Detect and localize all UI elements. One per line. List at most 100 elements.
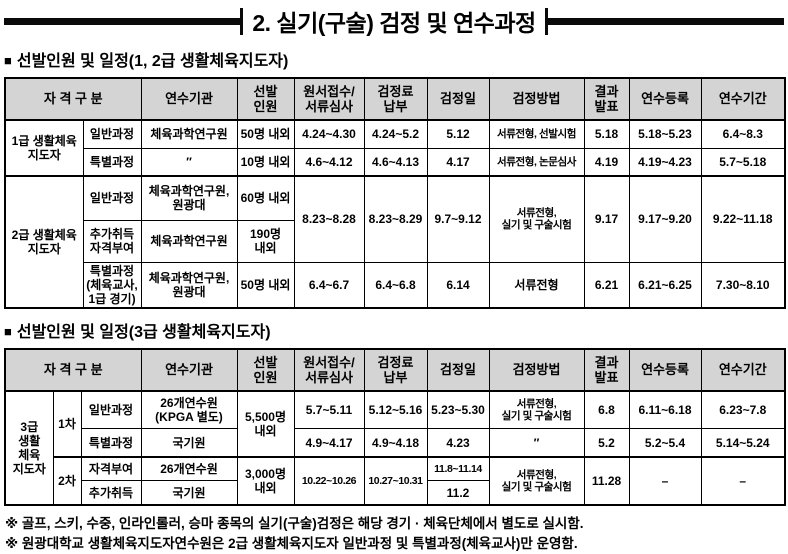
cell-selection: 5,500명 내외 (236, 390, 295, 458)
section1-heading-text: 선발인원 및 일정(1, 2급 생활체육지도자) (16, 53, 289, 70)
cell-institution: 국기원 (140, 428, 238, 458)
cell-selection: 190명 내외 (236, 219, 295, 263)
cell-course: 추가취득 (80, 480, 142, 506)
page-title: 2. 실기(구술) 검정 및 연수과정 (252, 10, 536, 36)
header-period: 연수기간 (700, 347, 786, 392)
cell-registration: 5.18~5.23 (628, 119, 702, 149)
header-application: 원서접수/ 서류심사 (293, 77, 365, 121)
cell-exam-method: 서류전형, 논문심사 (488, 147, 585, 177)
header-qualification: 자 격 구 분 (4, 77, 142, 121)
page-title-banner: 2. 실기(구술) 검정 및 연수과정 (4, 4, 785, 38)
cell-registration: 6.21~6.25 (628, 261, 702, 309)
cell-fee: 5.12~5.16 (363, 390, 428, 430)
cell-exam-date: 5.12 (426, 119, 490, 149)
cell-period: 5.7~5.18 (700, 147, 786, 177)
cell-selection: 50명 내외 (236, 119, 295, 149)
header-result: 결과 발표 (583, 347, 630, 392)
cell-phase: 2차 (52, 455, 82, 506)
cell-course: 일반과정 (82, 175, 142, 221)
cell-fee: 10.27~10.31 (363, 455, 428, 506)
cell-period: 9.22~11.18 (700, 175, 786, 263)
cell-result: 9.17 (583, 175, 630, 263)
title-left-cap (240, 7, 244, 35)
cell-registration: 4.19~4.23 (628, 147, 702, 177)
table-row: 2급 생활체육 지도자 일반과정 체육과학연구원, 원광대 60명 내외 8.2… (4, 175, 786, 309)
header-period: 연수기간 (700, 77, 786, 121)
header-registration: 연수등록 (628, 77, 702, 121)
cell-result: 4.19 (583, 147, 630, 177)
cell-level: 2급 생활체육 지도자 (4, 175, 84, 309)
cell-course: 특별과정 (80, 428, 142, 458)
cell-course: 특별과정 (체육교사, 1급 경기) (82, 261, 142, 309)
cell-period: 7.30~8.10 (700, 261, 786, 309)
cell-registration: 6.11~6.18 (628, 390, 702, 430)
table-row: 2차 자격부여 26개연수원 3,000명 내외 10.22~10.26 10.… (5, 455, 786, 506)
section2-heading: ■ 선발인원 및 일정(3급 생활체육지도자) (4, 318, 784, 342)
cell-institution: 26개연수원 (KPGA 별도) (140, 390, 238, 430)
cell-exam-date: 11.2 (426, 480, 490, 506)
cell-course: 일반과정 (82, 119, 142, 149)
cell-period: 6.4~8.3 (700, 119, 786, 149)
footnotes: ※ 골프, 스키, 수중, 인라인롤러, 승마 종목의 실기(구술)검정은 해당… (5, 514, 784, 554)
note-1: ※ 골프, 스키, 수중, 인라인롤러, 승마 종목의 실기(구술)검정은 해당… (5, 515, 584, 531)
cell-phase: 1차 (52, 390, 82, 458)
cell-institution: ″ (140, 147, 238, 177)
cell-application: 6.4~6.7 (293, 261, 365, 309)
cell-registration: 9.17~9.20 (628, 175, 702, 263)
cell-exam-date: 9.7~9.12 (426, 175, 490, 263)
square-bullet-icon: ■ (4, 323, 12, 339)
cell-exam-method: 서류전형, 실기 및 구술시험 (488, 455, 585, 506)
table2-header-row: 자 격 구 분 연수기관 선발 인원 원서접수/ 서류심사 검정료 납부 검정일… (4, 347, 786, 392)
cell-level: 1급 생활체육 지도자 (4, 119, 84, 177)
cell-fee: 4.6~4.13 (363, 147, 428, 177)
cell-level: 3급 생활 체육 지도자 (4, 390, 54, 506)
cell-fee: 4.24~5.2 (363, 119, 428, 149)
cell-application: 4.24~4.30 (293, 119, 365, 149)
cell-application: 8.23~8.28 (293, 175, 365, 263)
cell-exam-method: 서류전형, 선발시험 (488, 119, 585, 149)
cell-course: 특별과정 (82, 147, 142, 177)
header-selection: 선발 인원 (236, 77, 295, 121)
cell-exam-date: 4.23 (426, 428, 490, 458)
cell-selection: 50명 내외 (236, 261, 295, 309)
cell-institution: 26개연수원 (140, 455, 238, 482)
header-exam-date: 검정일 (426, 347, 490, 392)
cell-registration: – (628, 455, 702, 506)
cell-fee: 4.9~4.18 (363, 428, 428, 458)
section1-heading: ■ 선발인원 및 일정(1, 2급 생활체육지도자) (4, 47, 784, 71)
section2-heading-text: 선발인원 및 일정(3급 생활체육지도자) (16, 323, 271, 341)
title-left-bar (4, 17, 241, 25)
cell-institution: 체육과학연구원 (140, 219, 238, 263)
table-row: 추가취득 국기원 11.2 (5, 480, 785, 506)
cell-result: 11.28 (583, 455, 630, 506)
table-row: 특별과정 ″ 10명 내외 4.6~4.12 4.6~4.13 4.17 서류전… (5, 147, 786, 177)
cell-result: 6.21 (583, 261, 630, 309)
cell-fee: 6.4~6.8 (363, 261, 428, 309)
cell-exam-method: 서류전형 (488, 261, 585, 309)
cell-selection: 3,000명 내외 (236, 455, 295, 506)
header-institution: 연수기관 (140, 347, 238, 392)
header-result: 결과 발표 (583, 77, 630, 121)
cell-institution: 체육과학연구원 (140, 119, 238, 149)
cell-result: 5.2 (583, 428, 630, 458)
header-fee: 검정료 납부 (363, 77, 428, 121)
table1-header-row: 자 격 구 분 연수기관 선발 인원 원서접수/ 서류심사 검정료 납부 검정일… (4, 77, 786, 121)
square-bullet-icon: ■ (4, 53, 12, 68)
header-exam-method: 검정방법 (488, 347, 585, 392)
cell-period: – (700, 455, 786, 506)
header-selection: 선발 인원 (236, 347, 295, 392)
cell-exam-date: 4.17 (426, 147, 490, 177)
header-fee: 검정료 납부 (363, 347, 428, 392)
cell-exam-date: 5.23~5.30 (426, 390, 490, 430)
cell-application: 4.6~4.12 (293, 147, 365, 177)
cell-exam-method: ″ (488, 428, 585, 458)
cell-application: 4.9~4.17 (293, 428, 365, 458)
cell-result: 6.8 (583, 390, 630, 430)
cell-exam-date: 6.14 (426, 261, 490, 309)
cell-application: 5.7~5.11 (293, 390, 365, 430)
table-row: 특별과정 (체육교사, 1급 경기) 체육과학연구원, 원광대 50명 내외 6… (5, 261, 786, 309)
cell-selection: 10명 내외 (236, 147, 295, 177)
title-right-bar (547, 17, 785, 25)
cell-course: 추가취득 자격부여 (82, 219, 142, 263)
header-application: 원서접수/ 서류심사 (293, 347, 365, 392)
